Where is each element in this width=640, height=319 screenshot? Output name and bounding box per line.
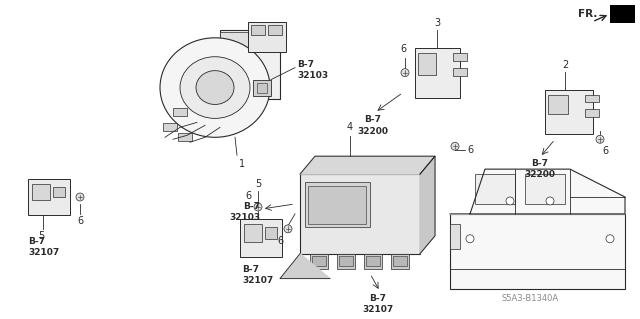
Ellipse shape <box>160 38 270 137</box>
Text: 6: 6 <box>400 44 406 54</box>
Text: 6: 6 <box>77 216 83 226</box>
Circle shape <box>401 69 409 77</box>
Text: 3: 3 <box>434 18 440 28</box>
Bar <box>253 80 271 95</box>
Circle shape <box>546 197 554 205</box>
Bar <box>418 53 436 75</box>
Circle shape <box>596 135 604 143</box>
Bar <box>257 83 267 93</box>
Text: S5A3-B1340A: S5A3-B1340A <box>501 294 559 303</box>
Bar <box>366 256 380 266</box>
Bar <box>393 256 407 266</box>
Bar <box>240 219 282 257</box>
Bar <box>545 90 593 134</box>
Bar <box>251 25 265 35</box>
Text: FR.: FR. <box>578 9 597 19</box>
Bar <box>585 109 599 117</box>
Bar <box>308 186 366 224</box>
Bar <box>548 94 568 115</box>
Circle shape <box>284 225 292 233</box>
Bar <box>391 254 409 269</box>
Bar <box>475 174 515 204</box>
Text: 6: 6 <box>602 146 608 156</box>
Bar <box>453 68 467 76</box>
Bar <box>265 227 277 239</box>
Bar <box>450 224 460 249</box>
Bar <box>305 182 370 227</box>
Text: B-7
32200: B-7 32200 <box>358 115 388 136</box>
Bar <box>32 184 50 200</box>
Text: B-7
32107: B-7 32107 <box>362 293 394 314</box>
Circle shape <box>254 203 262 211</box>
Bar <box>610 5 635 23</box>
Bar <box>525 174 565 204</box>
Polygon shape <box>420 156 435 254</box>
Bar <box>415 48 460 98</box>
Bar <box>453 53 467 61</box>
Text: 4: 4 <box>347 122 353 132</box>
Text: B-7
32200: B-7 32200 <box>525 159 556 179</box>
Text: 1: 1 <box>239 159 245 169</box>
Bar <box>585 94 599 102</box>
Bar <box>312 256 326 266</box>
Bar <box>248 22 286 52</box>
Bar <box>300 174 420 254</box>
Text: B-7
32103: B-7 32103 <box>229 202 260 222</box>
Circle shape <box>76 193 84 201</box>
Bar <box>244 224 262 242</box>
Polygon shape <box>280 254 330 278</box>
Text: B-7
32103: B-7 32103 <box>297 60 328 80</box>
Bar <box>337 254 355 269</box>
Text: 5: 5 <box>38 231 44 241</box>
Bar <box>28 179 70 215</box>
Circle shape <box>451 142 459 150</box>
Circle shape <box>506 197 514 205</box>
Circle shape <box>466 235 474 243</box>
Text: 2: 2 <box>562 60 568 70</box>
Bar <box>53 187 65 197</box>
Bar <box>364 254 382 269</box>
Bar <box>268 25 282 35</box>
Bar <box>220 32 278 47</box>
Text: 6: 6 <box>467 145 473 155</box>
Text: 6: 6 <box>277 236 283 246</box>
Bar <box>220 30 280 100</box>
Polygon shape <box>450 169 625 214</box>
Text: B-7
32107: B-7 32107 <box>242 265 273 285</box>
Bar <box>163 123 177 131</box>
Ellipse shape <box>196 70 234 104</box>
Bar <box>178 133 192 141</box>
Circle shape <box>606 235 614 243</box>
Text: B-7
32107: B-7 32107 <box>28 237 60 257</box>
Text: 5: 5 <box>255 179 261 189</box>
Text: 6: 6 <box>245 191 251 201</box>
Polygon shape <box>300 156 435 174</box>
Bar <box>310 254 328 269</box>
Ellipse shape <box>180 57 250 118</box>
Bar <box>339 256 353 266</box>
Bar <box>173 108 187 116</box>
Bar <box>450 214 625 288</box>
